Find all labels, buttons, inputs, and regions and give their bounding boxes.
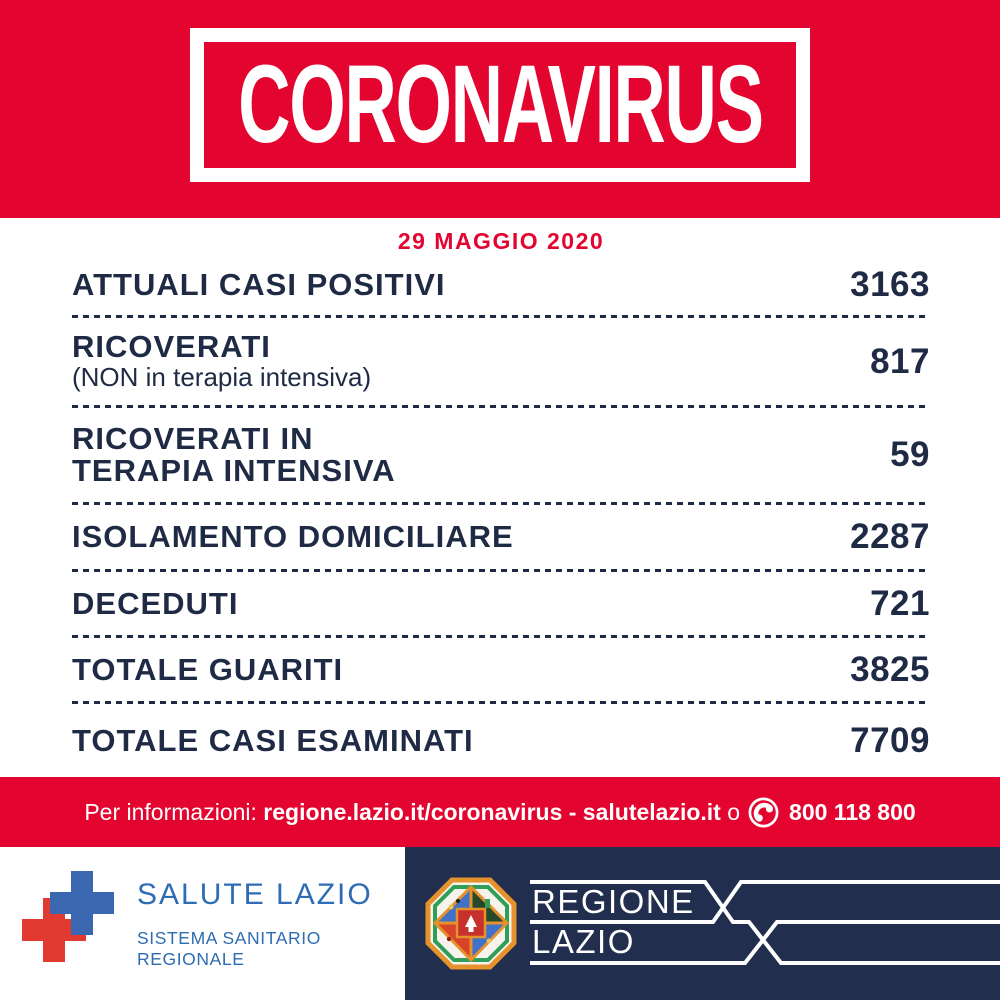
stat-value: 7709 (850, 720, 930, 760)
stat-label-line2: TERAPIA INTENSIVA (72, 453, 396, 488)
stat-row-deceduti: DECEDUTI 721 (72, 572, 930, 635)
regione-line1: REGIONE (532, 883, 695, 920)
salute-lazio-logo: SALUTE LAZIO SISTEMA SANITARIO REGIONALE (0, 847, 405, 1000)
salute-lazio-subtitle: SISTEMA SANITARIO REGIONALE (137, 928, 321, 969)
phone-icon (747, 796, 780, 829)
banner-title: CORONAVIRUS (237, 43, 764, 166)
stat-row-attuali-casi-positivi: ATTUALI CASI POSITIVI 3163 (72, 255, 930, 315)
stat-label: DECEDUTI (72, 585, 239, 621)
brand-bar: SALUTE LAZIO SISTEMA SANITARIO REGIONALE (0, 847, 1000, 1000)
info-bar: Per informazioni: regione.lazio.it/coron… (0, 777, 1000, 847)
double-cross-icon (22, 871, 114, 962)
stat-label: TOTALE CASI ESAMINATI (72, 722, 474, 758)
report-date: 29 MAGGIO 2020 (397, 228, 605, 254)
regione-lazio-wordmark: REGIONE LAZIO (530, 880, 1000, 965)
info-separator: o (720, 798, 741, 825)
stat-label: ISOLAMENTO DOMICILIARE (72, 519, 514, 554)
banner-frame: CORONAVIRUS (190, 28, 810, 182)
regione-line2: LAZIO (532, 923, 635, 960)
dashed-divider (72, 635, 930, 638)
stat-label: TOTALE GUARITI (72, 651, 344, 687)
dashed-divider (72, 405, 930, 408)
stat-value: 59 (890, 435, 930, 474)
stat-value: 2287 (850, 517, 930, 556)
dashed-divider (72, 569, 930, 572)
stat-value: 721 (870, 583, 930, 623)
info-phone-number[interactable]: 800 118 800 (789, 798, 916, 825)
stat-sublabel: (NON in terapia intensiva) (72, 362, 372, 392)
stat-label: RICOVERATI IN (72, 421, 314, 456)
dashed-divider (72, 502, 930, 505)
banner: CORONAVIRUS (0, 0, 1000, 218)
regione-lazio-emblem (425, 877, 517, 970)
stat-value: 817 (870, 341, 930, 381)
dashed-divider (72, 701, 930, 704)
stat-row-totale-guariti: TOTALE GUARITI 3825 (72, 638, 930, 701)
info-prefix: Per informazioni: (84, 798, 264, 825)
salute-lazio-title: SALUTE LAZIO (137, 878, 373, 911)
regione-lazio-logo: REGIONE LAZIO (405, 847, 1000, 1000)
stat-label: ATTUALI CASI POSITIVI (72, 267, 446, 302)
stats-table: 29 MAGGIO 2020 ATTUALI CASI POSITIVI 316… (0, 218, 1000, 777)
stat-row-ricoverati: RICOVERATI (NON in terapia intensiva) 81… (72, 318, 930, 405)
stat-value: 3825 (850, 649, 930, 689)
dashed-divider (72, 315, 930, 318)
info-links[interactable]: regione.lazio.it/coronavirus - salutelaz… (263, 798, 721, 825)
stat-row-terapia-intensiva: RICOVERATI IN TERAPIA INTENSIVA 59 (72, 408, 930, 502)
stat-label: RICOVERATI (72, 329, 271, 364)
stat-row-totale-casi-esaminati: TOTALE CASI ESAMINATI 7709 (72, 704, 930, 777)
stat-value: 3163 (850, 265, 930, 304)
stat-row-isolamento-domiciliare: ISOLAMENTO DOMICILIARE 2287 (72, 505, 930, 569)
